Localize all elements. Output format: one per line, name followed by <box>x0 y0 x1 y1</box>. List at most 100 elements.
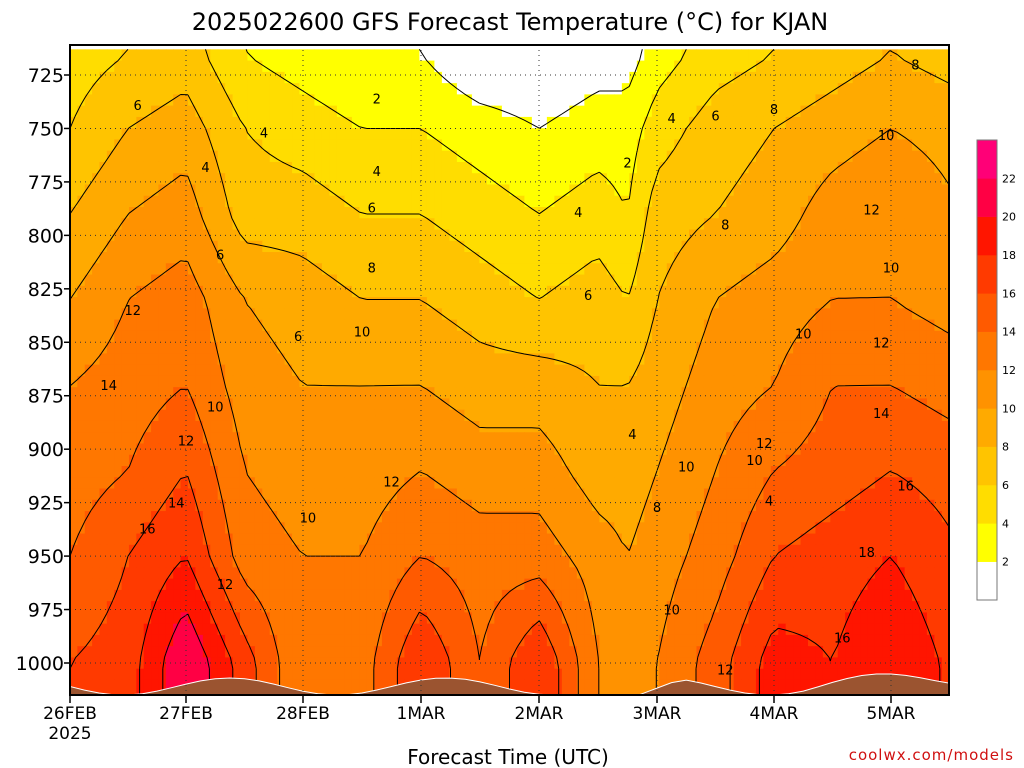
heat-cell <box>852 71 861 84</box>
heat-cell <box>128 195 137 208</box>
heat-cell <box>351 94 361 107</box>
heat-cell <box>941 49 949 62</box>
heat-cell <box>941 466 949 478</box>
heat-cell <box>195 49 204 62</box>
heat-cell <box>165 285 174 298</box>
heat-cell <box>763 308 772 321</box>
heat-cell <box>143 229 152 242</box>
heat-cell <box>195 71 204 84</box>
heat-cell <box>837 297 846 309</box>
heat-cell <box>411 398 420 411</box>
heat-cell <box>321 240 331 253</box>
heat-cell <box>121 128 130 141</box>
heat-cell <box>247 330 256 343</box>
heat-cell <box>524 319 533 332</box>
heat-cell <box>187 207 196 219</box>
heat-cell <box>419 128 428 141</box>
heat-cell <box>546 308 555 321</box>
heat-cell <box>949 128 957 140</box>
heat-cell <box>889 150 898 163</box>
heat-cell <box>486 116 495 129</box>
heat-cell <box>867 83 876 95</box>
heat-cell <box>763 432 772 445</box>
heat-cell <box>934 499 943 512</box>
heat-cell <box>404 274 413 287</box>
heat-cell <box>173 161 182 174</box>
heat-cell <box>524 330 533 343</box>
heat-cell <box>336 499 346 512</box>
heat-cell <box>84 319 93 332</box>
heat-cell <box>106 330 115 343</box>
heat-cell <box>158 443 167 456</box>
heat-cell <box>456 218 465 231</box>
heat-cell <box>882 285 891 298</box>
heat-cell <box>92 184 101 197</box>
heat-cell <box>778 207 787 219</box>
heat-cell <box>70 466 78 478</box>
heat-cell <box>957 432 965 444</box>
heat-cell <box>381 499 391 512</box>
heat-cell <box>210 116 219 129</box>
heat-cell <box>106 488 115 501</box>
heat-cell <box>374 128 383 141</box>
heat-cell <box>718 420 727 433</box>
heat-cell <box>314 263 323 276</box>
heat-cell <box>277 150 286 163</box>
heat-cell <box>180 71 189 84</box>
heat-cell <box>531 342 540 354</box>
heat-cell <box>486 466 495 478</box>
heat-cell <box>599 375 608 388</box>
heat-cell <box>919 173 928 186</box>
heat-cell <box>426 49 435 62</box>
heat-cell <box>599 297 608 309</box>
heat-cell <box>441 128 450 141</box>
heat-cell <box>822 319 831 332</box>
heat-cell <box>187 432 196 445</box>
heat-cell <box>614 173 623 186</box>
heat-cell <box>262 409 271 422</box>
heat-cell <box>449 71 458 84</box>
heat-cell <box>464 308 473 321</box>
heat-cell <box>336 150 346 163</box>
heat-cell <box>561 409 570 422</box>
heat-cell <box>486 297 495 309</box>
heat-cell <box>143 364 152 377</box>
heat-cell <box>158 116 167 129</box>
heat-cell <box>464 488 473 501</box>
heat-cell <box>852 229 861 242</box>
heat-cell <box>336 128 346 141</box>
heat-cell <box>180 353 189 366</box>
heat-cell <box>351 364 361 377</box>
heat-cell <box>711 477 720 490</box>
heat-cell <box>815 454 824 467</box>
heat-cell <box>741 364 750 377</box>
heat-cell <box>636 432 645 445</box>
heat-cell <box>897 94 906 107</box>
heat-cell <box>569 297 578 309</box>
heat-cell <box>128 466 137 478</box>
heat-cell <box>516 274 525 287</box>
heat-cell <box>852 139 861 152</box>
heat-cell <box>681 207 690 219</box>
heat-cell <box>396 128 406 141</box>
heat-cell <box>897 274 906 287</box>
heat-cell <box>830 105 839 118</box>
heat-cell <box>269 319 278 332</box>
heat-cell <box>912 274 921 287</box>
heat-cell <box>232 71 241 84</box>
heat-cell <box>486 398 495 411</box>
heat-cell <box>674 319 683 332</box>
heat-cell <box>591 150 600 163</box>
heat-cell <box>703 353 712 366</box>
heat-cell <box>173 454 182 467</box>
heat-cell <box>464 71 473 84</box>
heat-cell <box>614 128 623 141</box>
heat-cell <box>187 420 196 433</box>
heat-cell <box>531 499 540 512</box>
heat-cell <box>374 240 383 253</box>
heat-cell <box>366 116 376 129</box>
heat-cell <box>763 207 772 219</box>
heat-cell <box>239 173 249 186</box>
heat-cell <box>262 330 271 343</box>
heat-cell <box>606 466 615 478</box>
